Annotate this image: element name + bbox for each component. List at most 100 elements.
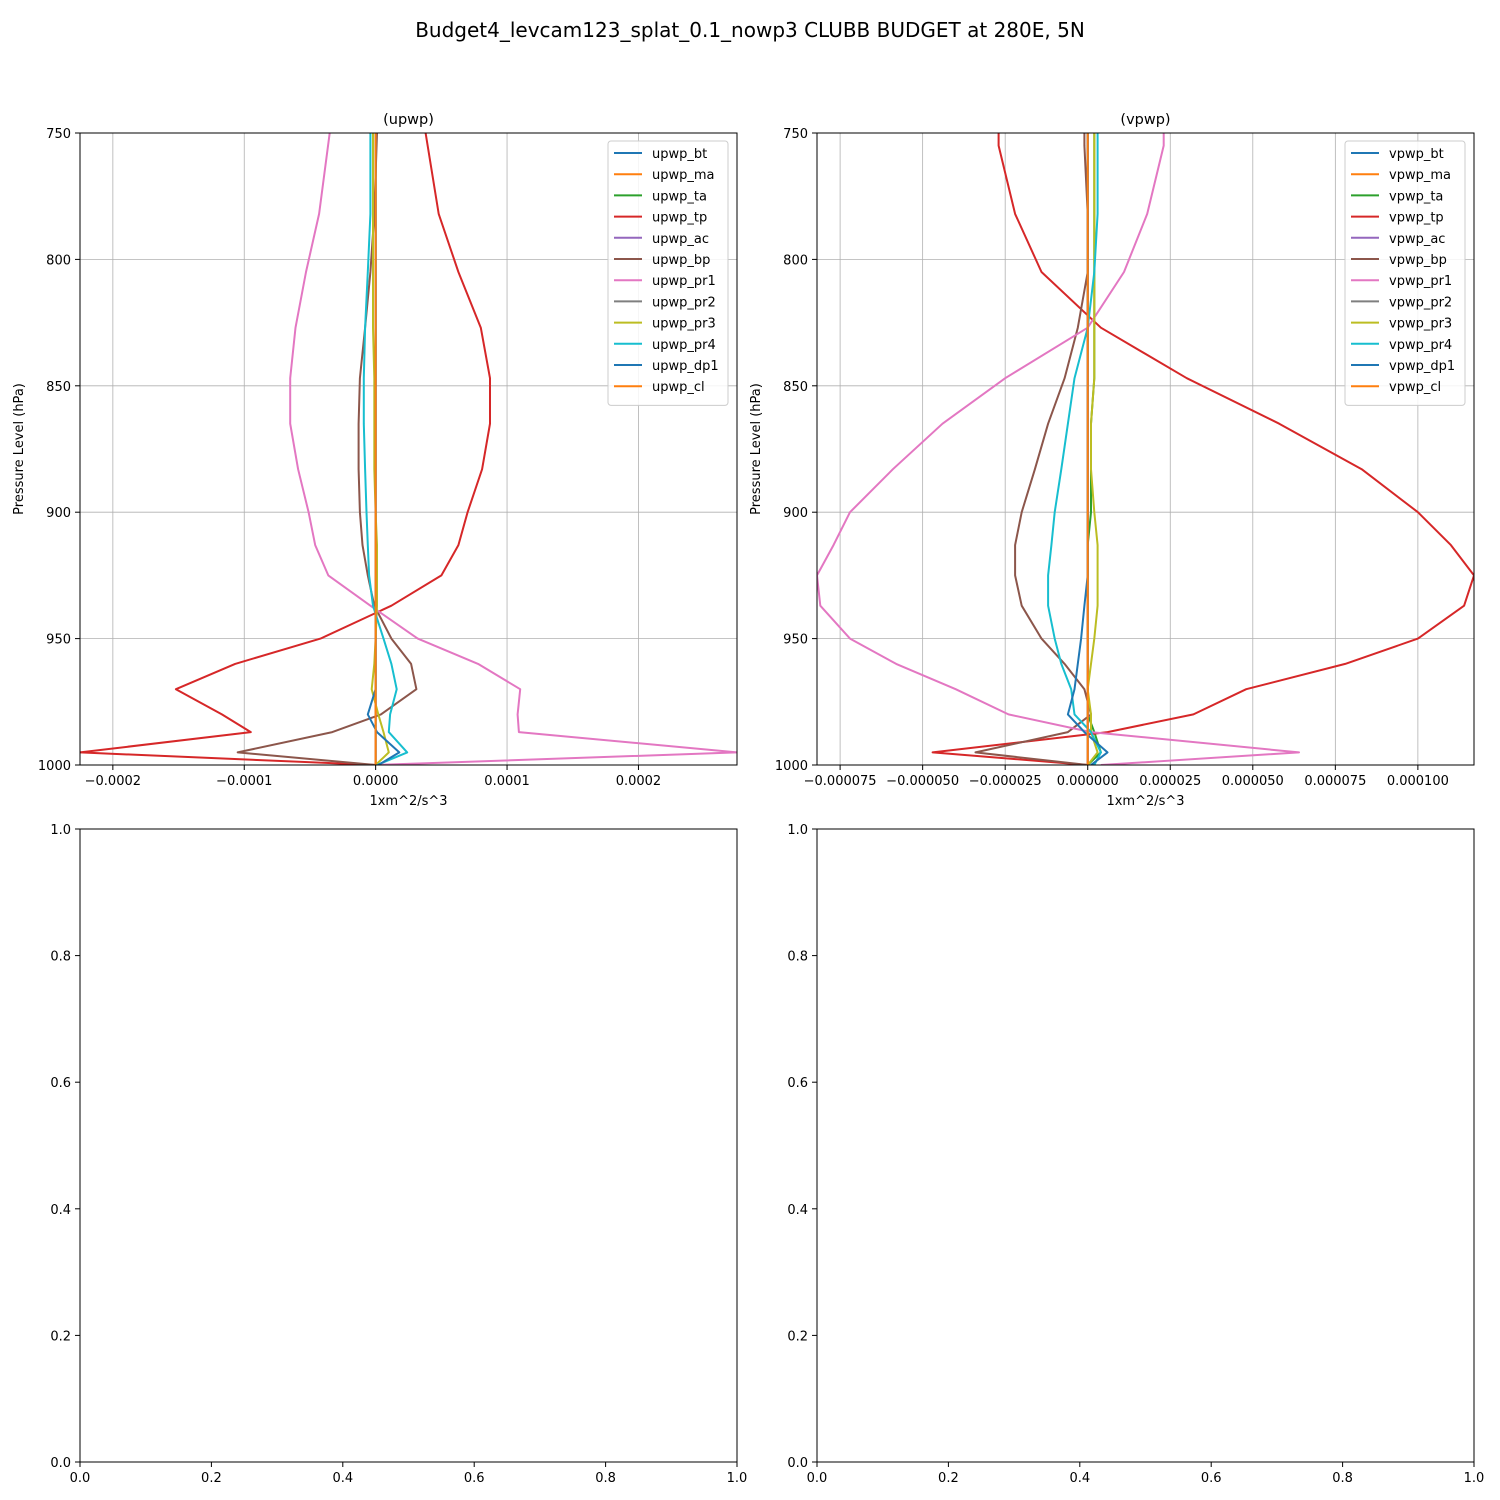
x-tick-label: −0.0002 xyxy=(85,774,141,789)
subplot-grid: −0.0002 −0.0001 0.0000 0.0001 0.0002 750 800 85… xyxy=(12,112,1484,1486)
legend-label: upwp_pr3 xyxy=(652,317,716,332)
legend-label: upwp_ac xyxy=(652,232,709,247)
legend-label: vpwp_pr1 xyxy=(1389,274,1452,289)
x-tick-label: 0.0 xyxy=(70,1471,91,1486)
subplot-2: −0.000075 −0.000050 −0.000025 0.000000 0.000… xyxy=(749,112,1475,809)
y-tick-label: 0.0 xyxy=(787,1456,808,1471)
x-tick-label: 1.0 xyxy=(727,1471,748,1486)
series-line-upwp_pr3 xyxy=(370,133,390,765)
y-tick-label: 0.4 xyxy=(787,1203,808,1218)
legend-label: upwp_pr1 xyxy=(652,274,716,289)
x-tick-label: 0.0 xyxy=(807,1471,828,1486)
subplot-4: 0.0 0.2 0.4 0.6 0.8 1.0 0.0 0.2 0.4 0.6 0.8 1.0 xyxy=(787,823,1484,1486)
legend-label: vpwp_ta xyxy=(1389,189,1443,204)
y-tick-label: 0.6 xyxy=(50,1076,71,1091)
series-group xyxy=(80,133,737,765)
series-line-vpwp_pr1 xyxy=(817,133,1300,765)
x-tick-label: −0.000075 xyxy=(804,774,877,789)
legend-label: vpwp_bp xyxy=(1389,253,1447,268)
series-group xyxy=(817,133,1474,765)
x-tick-label: 0.2 xyxy=(938,1471,959,1486)
legend-label: upwp_bp xyxy=(652,253,710,268)
legend-label: vpwp_ac xyxy=(1389,232,1445,247)
legend-label: vpwp_cl xyxy=(1389,380,1441,395)
x-tick-label: 0.0002 xyxy=(616,774,662,789)
x-tick-label: 0.4 xyxy=(332,1471,353,1486)
axes-frame xyxy=(816,828,1475,1463)
legend-label: upwp_cl xyxy=(652,380,705,395)
y-tick-label: 0.0 xyxy=(50,1456,71,1471)
series-line-upwp_pr1 xyxy=(289,133,737,765)
legend-label: upwp_ta xyxy=(652,189,707,204)
x-tick-label: 0.000050 xyxy=(1222,774,1284,789)
y-tick-label: 850 xyxy=(46,380,71,395)
legend-label: upwp_tp xyxy=(652,211,707,226)
legend-box xyxy=(607,140,729,406)
y-tick-label: 0.2 xyxy=(50,1329,71,1344)
y-tick-label: 750 xyxy=(46,127,71,142)
y-tick-label: 750 xyxy=(783,127,808,142)
y-tick-label: 900 xyxy=(46,506,71,521)
y-axis-label: Pressure Level (hPa) xyxy=(12,383,27,515)
x-tick-label: 0.6 xyxy=(464,1471,485,1486)
y-tick-label: 950 xyxy=(783,633,808,648)
y-tick-label: 0.6 xyxy=(787,1076,808,1091)
y-axis-label: Pressure Level (hPa) xyxy=(749,383,764,515)
y-tick-label: 1.0 xyxy=(50,823,71,838)
x-tick-label: 0.000000 xyxy=(1057,774,1119,789)
legend-label: upwp_pr4 xyxy=(652,338,716,353)
legend-label: vpwp_ma xyxy=(1389,168,1451,183)
x-tick-label: 0.0000 xyxy=(353,774,399,789)
legend-label: vpwp_pr3 xyxy=(1389,317,1452,332)
y-tick-label: 800 xyxy=(783,253,808,268)
x-tick-label: −0.000050 xyxy=(886,774,959,789)
subplot-title: (vpwp) xyxy=(1120,112,1170,128)
series-line-upwp_pr4 xyxy=(362,133,409,765)
legend-label: upwp_bt xyxy=(652,147,707,162)
legend: upwp_bt upwp_ma upwp_ta upwp_tp upwp_ac upwp_… xyxy=(607,140,729,406)
figure-suptitle: Budget4_levcam123_splat_0.1_nowp3 CLUBB … xyxy=(415,18,1085,42)
series-line-vpwp_tp xyxy=(931,133,1474,765)
subplot-1: −0.0002 −0.0001 0.0000 0.0001 0.0002 750 800 85… xyxy=(12,112,738,809)
y-tick-label: 1000 xyxy=(38,759,71,774)
legend-box xyxy=(1344,140,1466,406)
legend-label: vpwp_dp1 xyxy=(1389,359,1455,374)
y-tick-label: 800 xyxy=(46,253,71,268)
y-tick-label: 900 xyxy=(783,506,808,521)
subplot-3: 0.0 0.2 0.4 0.6 0.8 1.0 0.0 0.2 0.4 0.6 0.8 1.0 xyxy=(50,823,747,1486)
x-axis-label: 1xm^2/s^3 xyxy=(1106,794,1184,809)
y-tick-label: 1000 xyxy=(775,759,808,774)
x-tick-label: −0.0001 xyxy=(216,774,272,789)
subplot-title: (upwp) xyxy=(383,112,434,128)
series-line-vpwp_pr4 xyxy=(1047,133,1102,765)
y-tick-label: 950 xyxy=(46,633,71,648)
legend-label: vpwp_pr2 xyxy=(1389,295,1452,310)
legend-label: upwp_ma xyxy=(652,168,715,183)
legend: vpwp_bt vpwp_ma vpwp_ta vpwp_tp vpwp_ac vpwp_… xyxy=(1344,140,1466,406)
y-tick-label: 850 xyxy=(783,380,808,395)
series-line-upwp_tp xyxy=(80,133,491,765)
x-tick-label: 0.8 xyxy=(595,1471,616,1486)
legend-label: upwp_dp1 xyxy=(652,359,719,374)
y-tick-label: 0.8 xyxy=(50,950,71,965)
x-tick-label: −0.000025 xyxy=(969,774,1042,789)
x-tick-label: 0.000025 xyxy=(1139,774,1201,789)
y-tick-label: 0.2 xyxy=(787,1329,808,1344)
x-tick-label: 0.000075 xyxy=(1304,774,1366,789)
x-tick-label: 0.000100 xyxy=(1387,774,1449,789)
x-tick-label: 0.0001 xyxy=(484,774,530,789)
y-tick-label: 1.0 xyxy=(787,823,808,838)
x-tick-label: 0.8 xyxy=(1332,1471,1353,1486)
legend-label: upwp_pr2 xyxy=(652,295,716,310)
x-tick-label: 0.2 xyxy=(201,1471,222,1486)
legend-label: vpwp_pr4 xyxy=(1389,338,1452,353)
x-tick-label: 0.4 xyxy=(1069,1471,1090,1486)
x-axis-label: 1xm^2/s^3 xyxy=(369,794,447,809)
legend-label: vpwp_bt xyxy=(1389,147,1444,162)
axes-frame xyxy=(816,132,1475,766)
x-tick-label: 0.6 xyxy=(1201,1471,1222,1486)
x-tick-label: 1.0 xyxy=(1464,1471,1485,1486)
legend-label: vpwp_tp xyxy=(1389,211,1444,226)
y-tick-label: 0.4 xyxy=(50,1203,71,1218)
